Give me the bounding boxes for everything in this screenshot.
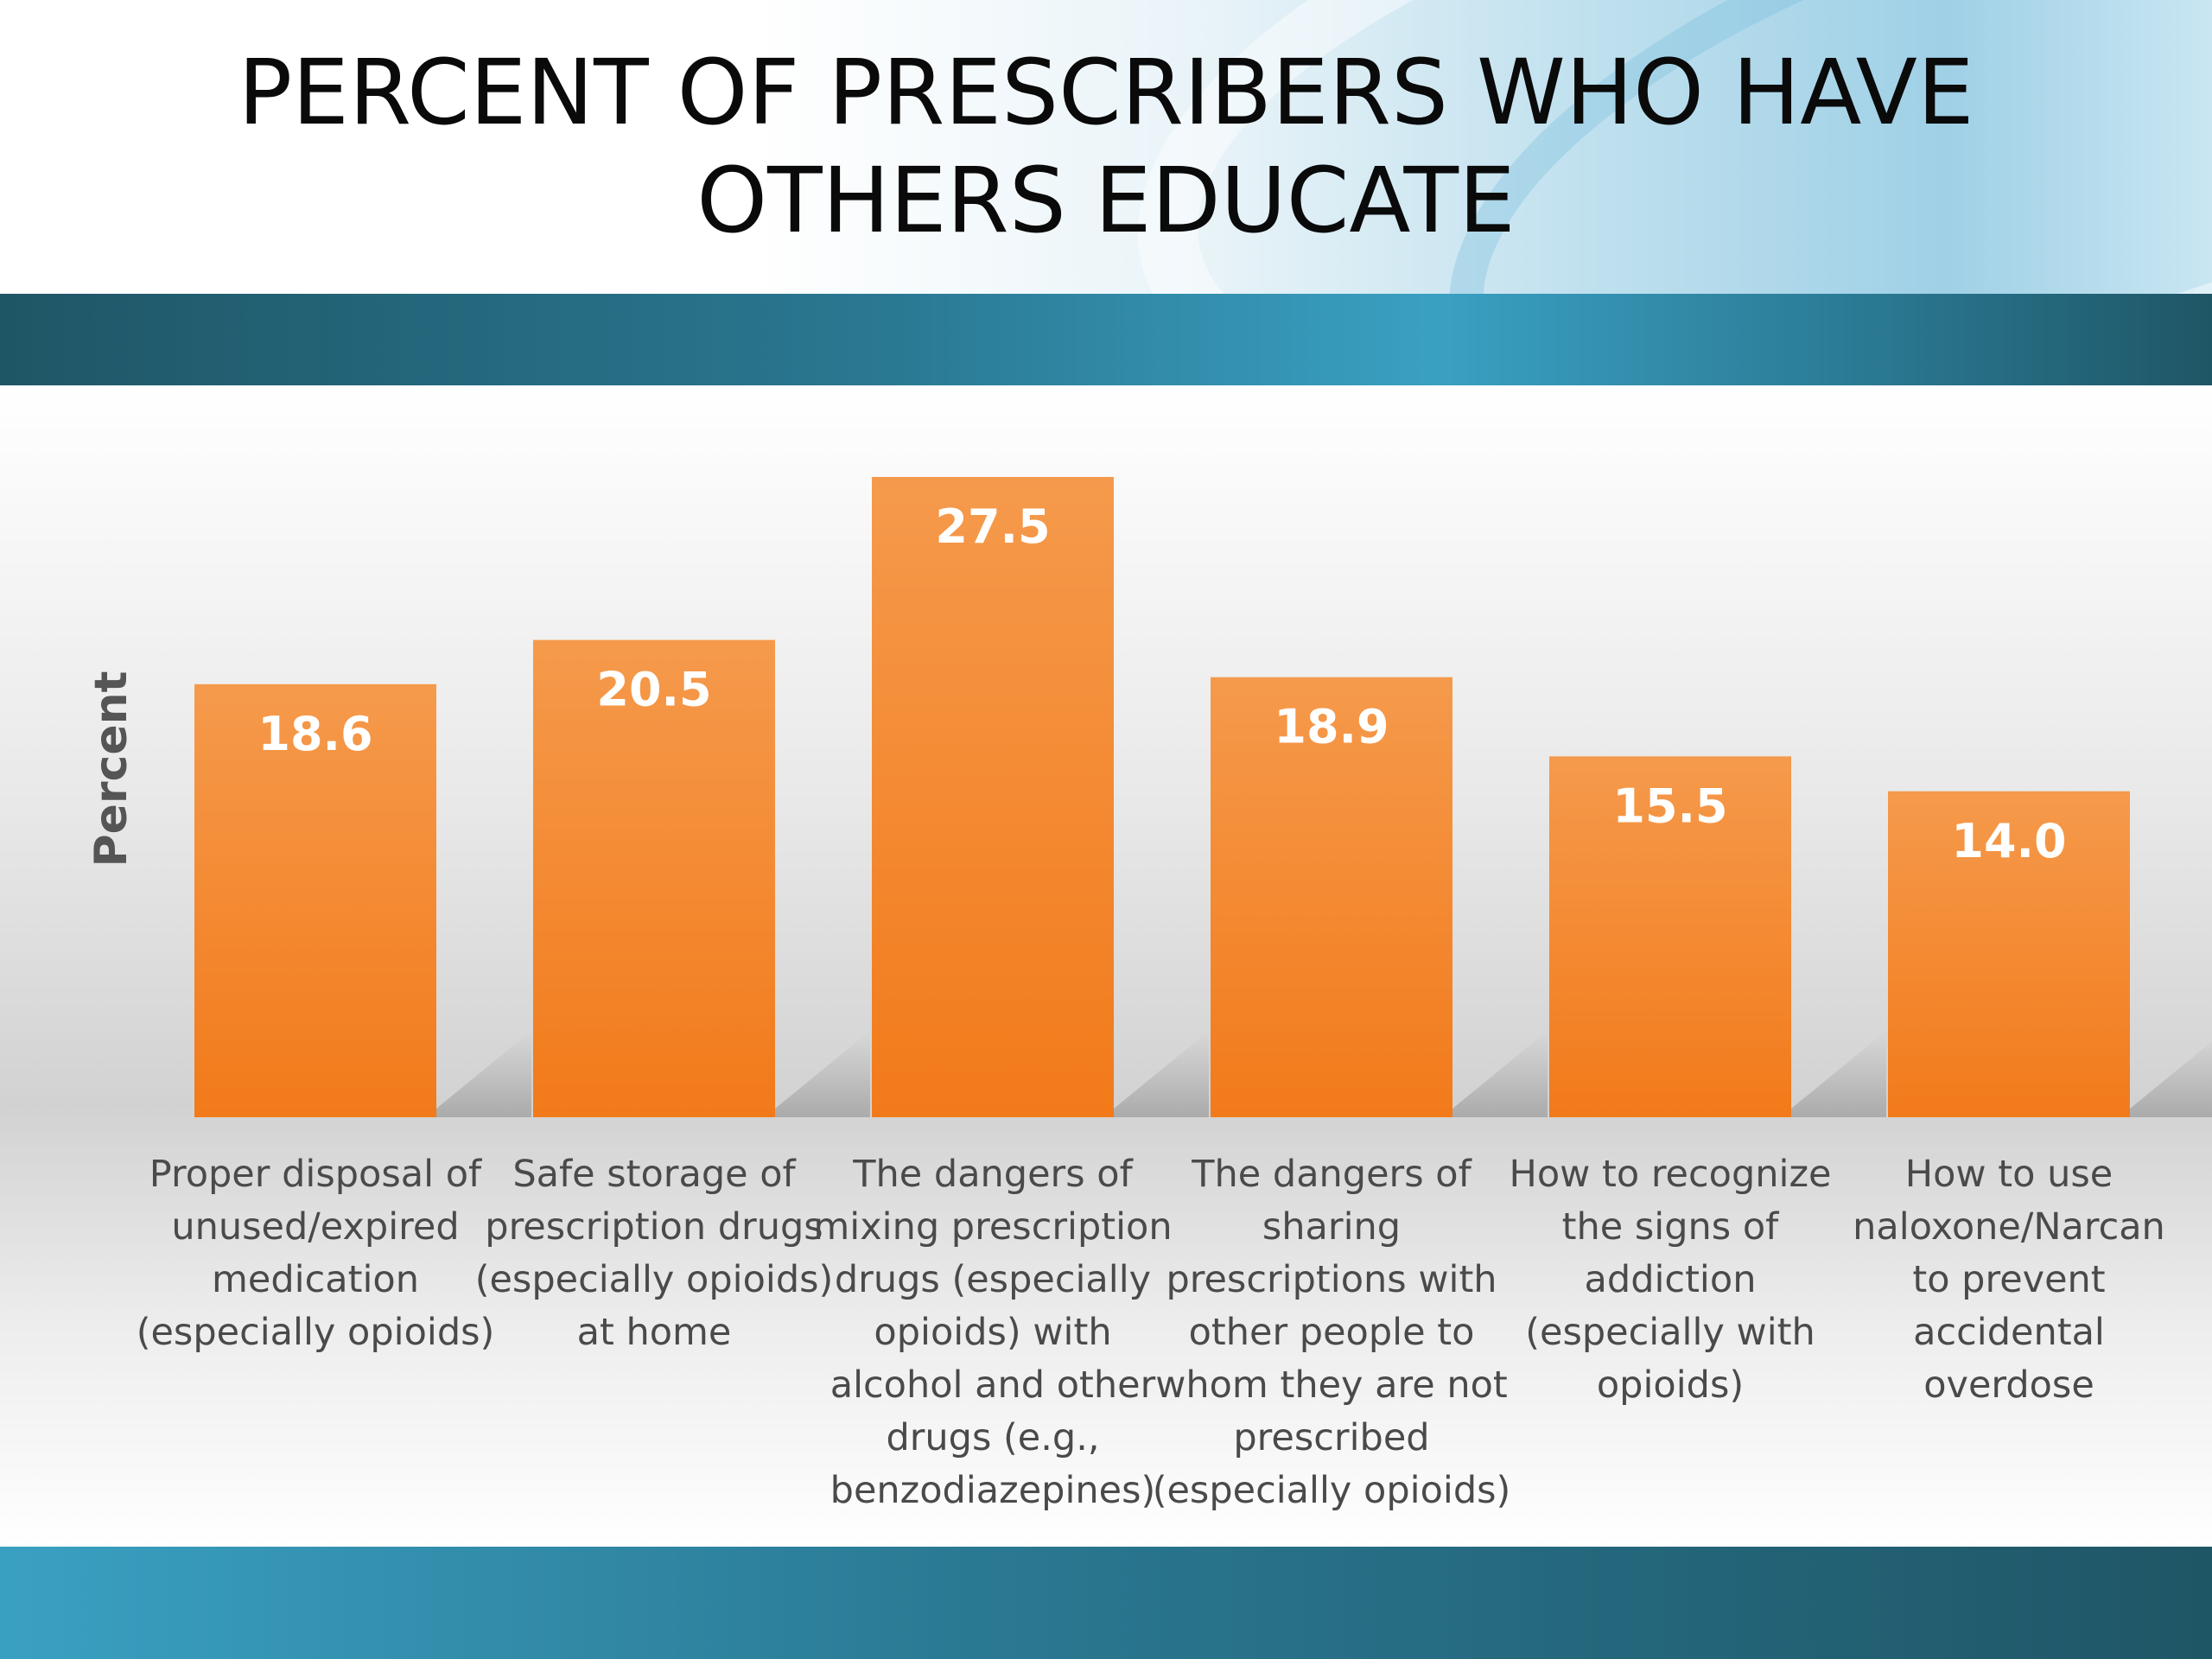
bar-shadow xyxy=(1452,1031,1548,1117)
bar xyxy=(1211,677,1452,1117)
bar xyxy=(1549,756,1791,1117)
category-label: How to recognize the signs of addiction (es… xyxy=(1510,1153,1832,1407)
category-label-line: to prevent xyxy=(1912,1258,2105,1301)
category-label-line: overdose xyxy=(1923,1363,2094,1407)
category-label-line: drugs (especially xyxy=(835,1258,1151,1301)
footer-band xyxy=(0,1547,2212,1659)
bar xyxy=(533,639,775,1117)
bar xyxy=(872,477,1114,1117)
bars-group xyxy=(194,477,2130,1117)
category-label-line: prescription drugs xyxy=(485,1205,823,1249)
bar-value-label: 18.6 xyxy=(257,707,372,761)
category-label-line: How to use xyxy=(1905,1153,2113,1196)
category-label-line: unused/expired xyxy=(171,1205,459,1249)
category-label-line: The dangers of xyxy=(1191,1153,1471,1196)
bar-shadows xyxy=(436,1031,2212,1117)
category-label: Safe storage of prescription drugs (especi… xyxy=(475,1153,834,1354)
category-label-line: the signs of xyxy=(1562,1205,1780,1249)
bar xyxy=(1888,791,2130,1117)
header-band xyxy=(0,294,2212,385)
category-label-line: medication xyxy=(212,1258,419,1301)
category-label-line: (especially with xyxy=(1525,1311,1815,1354)
category-label-line: naloxone/Narcan xyxy=(1853,1205,2165,1249)
bar-value-label: 14.0 xyxy=(1951,814,2066,868)
category-label-line: alcohol and other xyxy=(830,1363,1156,1407)
category-label: The dangers of mixing prescription drugs (… xyxy=(813,1153,1172,1512)
bar-value-label: 18.9 xyxy=(1274,700,1389,754)
y-axis-label: Percent xyxy=(86,671,137,868)
bar-shadow xyxy=(1791,1031,1886,1117)
bar-shadow xyxy=(2130,1041,2212,1117)
category-label-line: prescriptions with xyxy=(1166,1258,1497,1301)
slide-header: PERCENT OF PRESCRIBERS WHO HAVE OTHERS E… xyxy=(0,0,2212,294)
bar-shadow xyxy=(436,1031,531,1117)
category-label-line: drugs (e.g., xyxy=(886,1416,1099,1459)
category-label-line: opioids) with xyxy=(874,1311,1111,1354)
category-label: The dangers of sharing prescriptions with o… xyxy=(1153,1153,1511,1512)
category-label-line: Proper disposal of xyxy=(149,1153,482,1196)
category-label: How to use naloxone/Narcan to prevent accid… xyxy=(1853,1153,2165,1407)
category-label-line: other people to xyxy=(1189,1311,1475,1354)
category-label-line: whom they are not xyxy=(1155,1363,1508,1407)
category-label-line: sharing xyxy=(1262,1205,1401,1249)
category-label: Proper disposal of unused/expired medicati… xyxy=(137,1153,495,1354)
category-label-line: mixing prescription xyxy=(813,1205,1172,1249)
category-label-line: at home xyxy=(577,1311,732,1354)
bar-shadow xyxy=(775,1031,870,1117)
category-label-line: Safe storage of xyxy=(512,1153,796,1196)
category-label-line: The dangers of xyxy=(852,1153,1133,1196)
category-label-line: addiction xyxy=(1585,1258,1757,1301)
bar-value-label: 15.5 xyxy=(1612,779,1727,833)
category-label-line: benzodiazepines) xyxy=(830,1469,1156,1512)
category-label-line: (especially opioids) xyxy=(1153,1469,1511,1512)
bar-value-label: 20.5 xyxy=(596,663,711,717)
chart-title-line-2: OTHERS EDUCATE xyxy=(696,148,1516,253)
category-label-line: prescribed xyxy=(1233,1416,1429,1459)
category-label-line: opioids) xyxy=(1597,1363,1744,1407)
chart-title: PERCENT OF PRESCRIBERS WHO HAVE OTHERS E… xyxy=(0,39,2212,255)
bar-value-label: 27.5 xyxy=(935,499,1050,554)
category-label-line: (especially opioids) xyxy=(475,1258,834,1301)
bar xyxy=(194,683,436,1117)
category-label-line: How to recognize xyxy=(1510,1153,1832,1196)
category-label-line: (especially opioids) xyxy=(137,1311,495,1354)
chart-title-line-1: PERCENT OF PRESCRIBERS WHO HAVE xyxy=(238,40,1974,145)
category-label-line: accidental xyxy=(1913,1311,2105,1354)
bar-shadow xyxy=(1114,1031,1209,1117)
